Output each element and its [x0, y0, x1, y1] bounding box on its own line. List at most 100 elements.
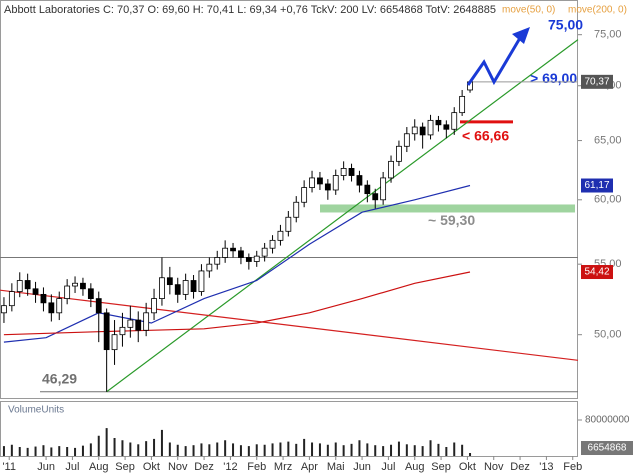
x-tick-label: Aug: [405, 461, 425, 473]
forecast-arrow: [466, 37, 522, 86]
candle-body: [103, 312, 110, 351]
x-tick-label: Nov: [484, 461, 504, 473]
volume-bar: [390, 444, 393, 456]
candle-body: [159, 277, 165, 299]
volume-bar: [168, 442, 171, 456]
candle-body: [309, 177, 315, 188]
volume-bar: [34, 446, 37, 456]
y-tick-label: 50,00: [594, 329, 622, 341]
volume-bar: [58, 446, 61, 456]
volume-bar: [113, 438, 116, 456]
candle-body: [372, 193, 379, 201]
candle-body: [230, 247, 236, 252]
candle-body: [324, 183, 331, 191]
candle-body: [285, 216, 292, 232]
last-price-box: [581, 74, 613, 89]
volume-bar: [192, 445, 195, 456]
x-tick-label: Jun: [37, 461, 55, 473]
candle-body: [151, 298, 157, 314]
x-tick-label: '11: [2, 461, 16, 473]
x-tick-label: Jun: [353, 461, 371, 473]
plot-layer: 75,0070,0065,0060,0055,0050,00'11JunJulA…: [0, 16, 633, 473]
volume-bar: [271, 443, 274, 456]
moving-average: [3, 184, 471, 343]
candle-body: [427, 119, 434, 136]
volume-y-tick-label: 80000000: [585, 415, 630, 426]
volume-bar: [318, 443, 321, 456]
candle-body: [364, 184, 371, 195]
candle-body: [127, 319, 134, 328]
candle-body: [348, 168, 355, 176]
candle-body: [80, 282, 86, 290]
candle-body: [222, 247, 229, 258]
volume-bar: [311, 442, 314, 456]
volume-bar: [445, 447, 448, 456]
candle-body: [277, 230, 284, 241]
candle-body: [174, 284, 181, 295]
volume-bar: [350, 443, 353, 456]
candle-body: [269, 239, 276, 249]
volume-bar: [208, 444, 211, 456]
volume-panel-frame: [0, 401, 578, 457]
candle-body: [435, 119, 442, 126]
volume-bar: [397, 441, 400, 456]
legend-entry: move(50, 0): [502, 5, 555, 16]
volume-bar: [224, 440, 227, 456]
volume-bar: [10, 444, 13, 456]
volume-bar: [160, 429, 163, 456]
volume-panel-title: VolumeUnits: [8, 405, 64, 416]
volume-bar: [287, 441, 290, 456]
annotation: ~ 59,30: [428, 212, 475, 228]
candle-body: [214, 257, 221, 265]
volume-bar: [413, 445, 416, 456]
y-tick-label: 60,00: [594, 194, 622, 206]
candle-body: [72, 282, 78, 287]
last-price-label: 70,37: [584, 76, 609, 87]
x-tick-label: Dez: [510, 461, 530, 473]
volume-bar: [366, 443, 369, 456]
volume-bar: [42, 445, 45, 456]
candle-body: [182, 280, 189, 295]
volume-bar: [81, 445, 84, 456]
x-tick-label: Sep: [431, 461, 451, 473]
volume-bar: [461, 444, 464, 456]
x-tick-label: Mai: [327, 461, 345, 473]
x-tick-label: Nov: [168, 461, 188, 473]
x-tick-label: Aug: [89, 461, 109, 473]
candle-body: [238, 250, 244, 258]
volume-bar: [176, 444, 179, 456]
volume-bar: [303, 438, 306, 456]
candle-body: [24, 280, 31, 290]
last-value-label: 61,17: [584, 180, 609, 191]
candle-body: [356, 175, 363, 186]
x-tick-label: Sep: [115, 461, 135, 473]
candle-body: [451, 112, 458, 130]
x-tick-label: Feb: [247, 461, 266, 473]
volume-bar: [232, 443, 235, 456]
candle-body: [332, 175, 339, 191]
candle-body: [443, 124, 450, 130]
volume-bar: [66, 447, 69, 456]
candle-body: [293, 201, 300, 218]
trend-line: [106, 39, 579, 393]
last-value-label: 54,42: [584, 267, 609, 278]
volume-bar: [26, 447, 29, 456]
volume-bar: [121, 440, 124, 456]
x-tick-label: Apr: [301, 461, 318, 473]
volume-bar: [279, 442, 282, 456]
legend-entry: move(200, 0): [568, 5, 627, 16]
candle-body: [380, 177, 387, 201]
x-tick-label: '12: [223, 461, 237, 473]
volume-bar: [18, 447, 21, 456]
candle-body: [40, 293, 47, 304]
volume-bar: [129, 442, 132, 456]
candle-body: [64, 285, 71, 299]
candle-body: [403, 133, 410, 147]
annotation: 46,29: [42, 370, 77, 386]
y-tick-label: 75,00: [594, 29, 622, 41]
annotation: 75,00: [548, 16, 583, 32]
volume-bar: [255, 444, 258, 456]
volume-bar: [295, 443, 298, 456]
